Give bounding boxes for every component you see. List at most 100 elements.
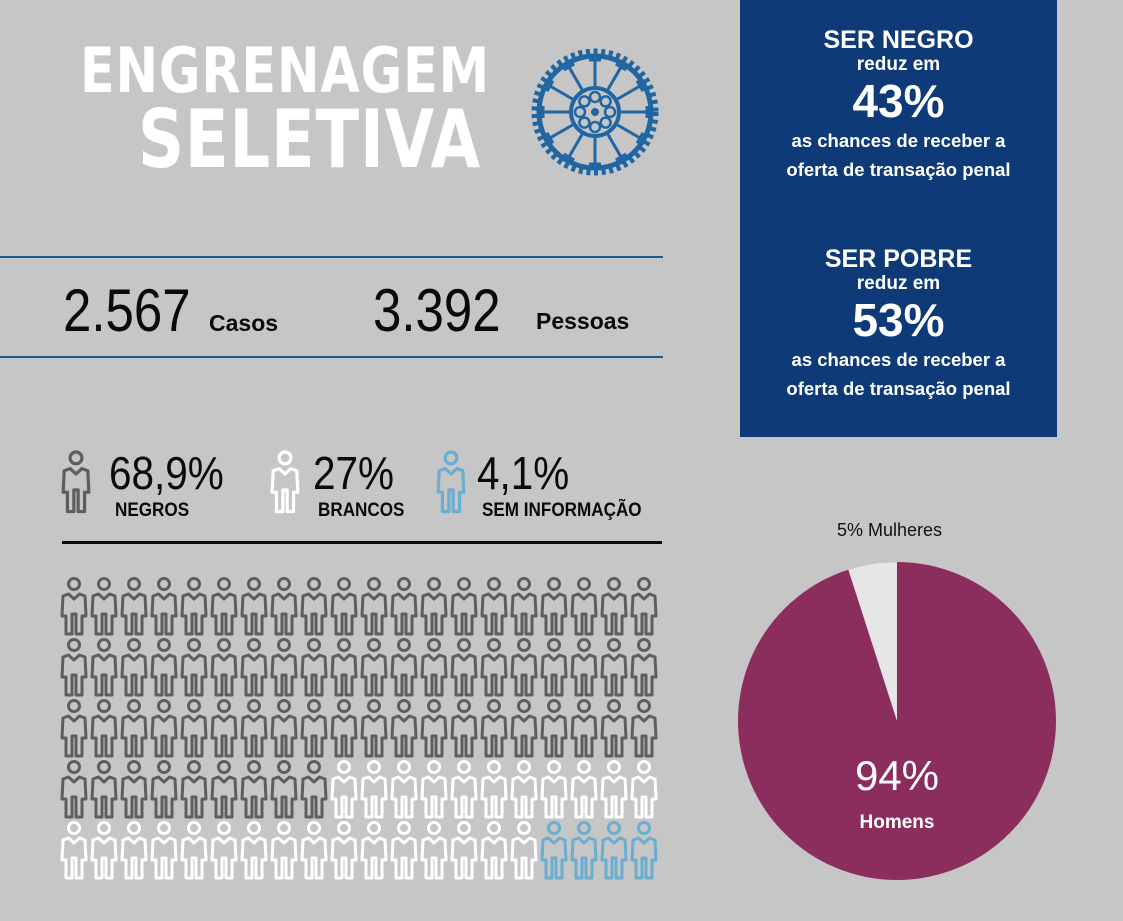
person-icon: [449, 698, 479, 759]
person-icon: [59, 820, 89, 881]
person-icon: [179, 698, 209, 759]
person-icon: [329, 820, 359, 881]
pie-slice-women: [848, 561, 897, 721]
person-icon: [359, 759, 389, 820]
person-icon: [269, 637, 299, 698]
person-icon: [89, 576, 119, 637]
gender-pie-chart: [738, 561, 1056, 880]
person-icon: [59, 759, 89, 820]
person-icon: [389, 759, 419, 820]
title-line-1: ENGRENAGEM: [80, 34, 491, 107]
person-icon: [119, 698, 149, 759]
bicycle-chainring-gear-icon: [531, 48, 659, 176]
person-icon: [479, 576, 509, 637]
info-text-line-1: as chances de receber a: [791, 349, 1006, 370]
person-icon: [209, 576, 239, 637]
title-line-2: SELETIVA: [138, 93, 481, 186]
info-sub: reduz em: [856, 54, 941, 75]
person-icon: [419, 576, 449, 637]
person-icon: [509, 820, 539, 881]
person-icon: [59, 576, 89, 637]
person-icon: [149, 637, 179, 698]
person-icon: [539, 698, 569, 759]
person-icon: [299, 759, 329, 820]
person-icon: [449, 576, 479, 637]
cases-label: Casos: [209, 310, 279, 336]
info-pct: 43%: [852, 75, 945, 127]
pie-men-pct: 94%: [854, 752, 940, 799]
person-icon: [539, 637, 569, 698]
person-icon: [89, 637, 119, 698]
person-icon: [359, 576, 389, 637]
person-icon: [389, 820, 419, 881]
sem-informacao-pct: 4,1%: [477, 447, 570, 499]
sem-informacao-label: SEM INFORMAÇÃO: [482, 500, 642, 521]
info-head: SER POBRE: [824, 245, 973, 273]
person-icon: [539, 820, 569, 881]
person-icon: [329, 576, 359, 637]
person-icon: [299, 637, 329, 698]
info-block-pobre: SER POBRE reduz em 53% as chances de rec…: [740, 245, 1057, 403]
person-icon: [389, 576, 419, 637]
person-icon: [419, 820, 449, 881]
person-icon: [179, 637, 209, 698]
person-icon: [449, 759, 479, 820]
person-icon: [119, 576, 149, 637]
person-icon: [179, 820, 209, 881]
person-icon: [449, 637, 479, 698]
divider-top: [0, 256, 663, 258]
person-icon: [509, 576, 539, 637]
person-icon: [209, 698, 239, 759]
person-icon: [419, 698, 449, 759]
person-icon: [209, 820, 239, 881]
person-icon: [209, 637, 239, 698]
person-icon: [479, 820, 509, 881]
person-icon: [239, 759, 269, 820]
person-icon: [149, 759, 179, 820]
person-icon: [599, 698, 629, 759]
person-icon: [569, 820, 599, 881]
info-box: SER NEGRO reduz em 43% as chances de rec…: [740, 0, 1057, 437]
person-icon: [149, 576, 179, 637]
info-block-negro: SER NEGRO reduz em 43% as chances de rec…: [740, 26, 1057, 184]
pie-label-women: 5% Mulheres: [837, 520, 943, 540]
person-icon: [449, 820, 479, 881]
person-icon-negros: [61, 450, 91, 514]
divider-black: [62, 541, 662, 544]
person-icon: [89, 820, 119, 881]
person-icon: [89, 698, 119, 759]
person-icon: [509, 759, 539, 820]
person-icon: [599, 820, 629, 881]
person-icon: [59, 637, 89, 698]
person-icon: [269, 820, 299, 881]
person-icon: [569, 698, 599, 759]
person-icon: [239, 820, 269, 881]
person-icon: [239, 637, 269, 698]
person-icon: [629, 820, 659, 881]
person-icon: [629, 698, 659, 759]
person-icon: [629, 637, 659, 698]
divider-bottom: [0, 356, 663, 358]
negros-label: NEGROS: [115, 500, 190, 521]
info-text-line-2: oferta de transação penal: [786, 378, 1011, 399]
person-icon: [89, 759, 119, 820]
person-icon: [509, 637, 539, 698]
person-icon: [299, 698, 329, 759]
person-icon: [479, 698, 509, 759]
person-icon: [269, 698, 299, 759]
info-text-line-2: oferta de transação penal: [786, 159, 1011, 180]
person-icon: [509, 698, 539, 759]
person-icon: [359, 820, 389, 881]
person-icon: [569, 759, 599, 820]
brancos-pct: 27%: [313, 447, 395, 499]
info-text-line-1: as chances de receber a: [791, 130, 1006, 151]
person-icon: [209, 759, 239, 820]
negros-pct: 68,9%: [109, 447, 224, 499]
person-icon: [419, 637, 449, 698]
person-icon: [119, 637, 149, 698]
person-icon: [239, 698, 269, 759]
person-icon: [329, 759, 359, 820]
people-value: 3.392: [373, 277, 501, 344]
person-icon: [179, 759, 209, 820]
people-label: Pessoas: [536, 308, 630, 334]
